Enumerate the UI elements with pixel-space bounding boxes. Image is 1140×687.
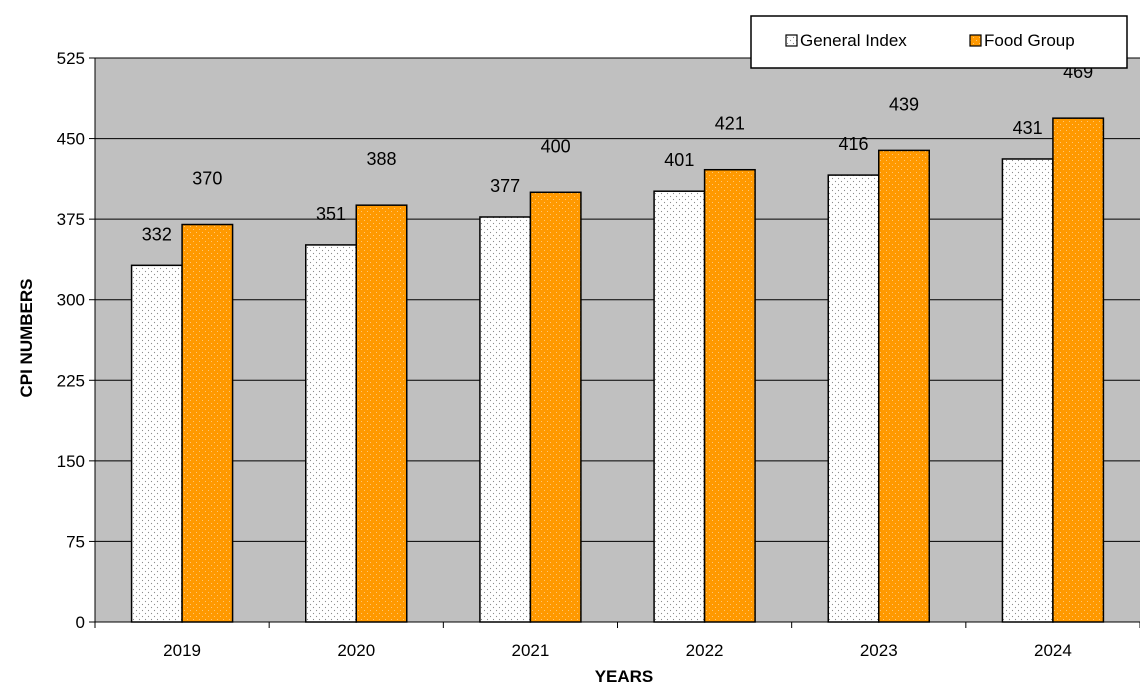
bar-food-group-2022: [705, 170, 756, 622]
bar-general-index-2019: [132, 265, 183, 622]
legend-label-general-index: General Index: [800, 31, 907, 50]
y-tick-label: 525: [57, 49, 85, 68]
data-label-general-index-2021: 377: [490, 176, 520, 196]
bar-general-index-2020: [306, 245, 357, 622]
bar-general-index-2021: [480, 217, 530, 622]
data-label-food-group-2020: 388: [366, 149, 396, 169]
bar-food-group-2024: [1053, 118, 1104, 622]
legend-label-food-group: Food Group: [984, 31, 1075, 50]
bar-food-group-2023: [879, 150, 930, 622]
y-tick-label: 375: [57, 210, 85, 229]
x-tick-label: 2019: [163, 641, 201, 660]
data-label-general-index-2024: 431: [1013, 118, 1043, 138]
legend-swatch-general-index: [786, 35, 797, 46]
y-tick-label: 300: [57, 291, 85, 310]
data-label-food-group-2023: 439: [889, 94, 919, 114]
bar-general-index-2023: [828, 175, 879, 622]
x-ticks: 2019 2020 2021 2022 2023 2024: [95, 622, 1140, 660]
data-label-general-index-2023: 416: [838, 134, 868, 154]
bar-general-index-2022: [654, 191, 705, 622]
bar-general-index-2024: [1002, 159, 1053, 622]
data-label-food-group-2022: 421: [715, 114, 745, 134]
x-tick-label: 2024: [1034, 641, 1072, 660]
y-tick-label: 75: [66, 532, 85, 551]
legend: General Index Food Group: [751, 16, 1127, 68]
data-label-food-group-2021: 400: [541, 136, 571, 156]
y-tick-label: 150: [57, 452, 85, 471]
plot-area: [95, 58, 1140, 622]
y-tick-label: 0: [76, 613, 85, 632]
data-label-general-index-2020: 351: [316, 204, 346, 224]
bar-food-group-2020: [356, 205, 407, 622]
x-tick-label: 2023: [860, 641, 898, 660]
x-tick-label: 2022: [686, 641, 724, 660]
legend-swatch-food-group: [970, 35, 981, 46]
x-axis-title: YEARS: [595, 667, 654, 686]
data-label-general-index-2022: 401: [664, 150, 694, 170]
y-ticks: 0 75 150 225 300 375 450 525: [57, 49, 95, 632]
bar-food-group-2021: [530, 192, 581, 622]
data-label-general-index-2019: 332: [142, 224, 172, 244]
x-tick-label: 2020: [337, 641, 375, 660]
y-axis-title: CPI NUMBERS: [17, 278, 36, 397]
data-label-food-group-2019: 370: [192, 169, 222, 189]
bar-food-group-2019: [182, 225, 233, 622]
y-tick-label: 225: [57, 371, 85, 390]
x-tick-label: 2021: [512, 641, 550, 660]
y-tick-label: 450: [57, 130, 85, 149]
